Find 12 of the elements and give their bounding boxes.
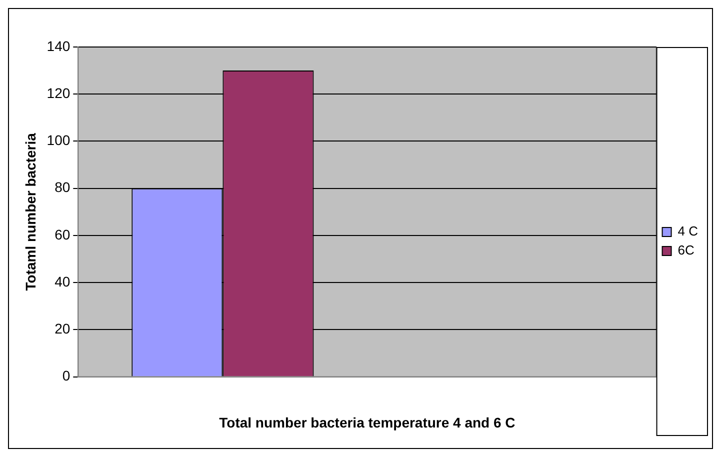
legend-label: 4 C <box>678 224 698 239</box>
y-tick-label: 0 <box>62 368 70 384</box>
legend-label: 6C <box>678 242 694 258</box>
y-tick-label: 100 <box>46 132 70 148</box>
y-axis-title: Totaml number bacteria <box>22 132 38 291</box>
y-tick-label: 80 <box>54 179 70 196</box>
y-tick-label: 20 <box>54 320 70 337</box>
y-tick-label: 140 <box>46 38 70 54</box>
y-tick-label: 120 <box>46 84 70 101</box>
y-tick-label: 40 <box>54 273 70 290</box>
x-axis-title: Total number bacteria temperature 4 and 6 C <box>219 414 516 430</box>
y-tick-label: 60 <box>54 226 70 242</box>
